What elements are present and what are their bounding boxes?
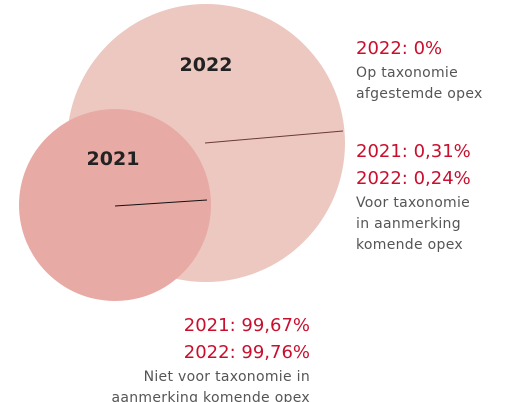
annotation-text: Voor taxonomie	[356, 195, 470, 211]
circle-2021	[19, 109, 211, 301]
annotation-text: aanmerking komende opex	[112, 390, 311, 402]
annotation-text: Op taxonomie	[356, 65, 458, 81]
annotation-value: 2021: 0,31%	[356, 141, 471, 162]
annotation-text: komende opex	[356, 237, 463, 253]
circle-label: 2022	[180, 54, 233, 76]
circle-label: 2021	[87, 148, 140, 170]
leader-line	[114, 199, 208, 207]
annotation-value: 2022: 0%	[356, 38, 442, 59]
annotation-value: 2022: 99,76%	[184, 342, 310, 363]
annotation-text: in aanmerking	[356, 216, 461, 232]
annotations: 2022: 0% Op taxonomie afgestemde opex 2021:…	[112, 38, 483, 402]
annotation-text: Niet voor taxonomie in	[144, 369, 310, 385]
leader-line	[204, 130, 344, 144]
annotation-text: afgestemde opex	[356, 86, 483, 102]
annotation-value: 2021: 99,67%	[184, 315, 310, 336]
annotation-value: 2022: 0,24%	[356, 168, 471, 189]
